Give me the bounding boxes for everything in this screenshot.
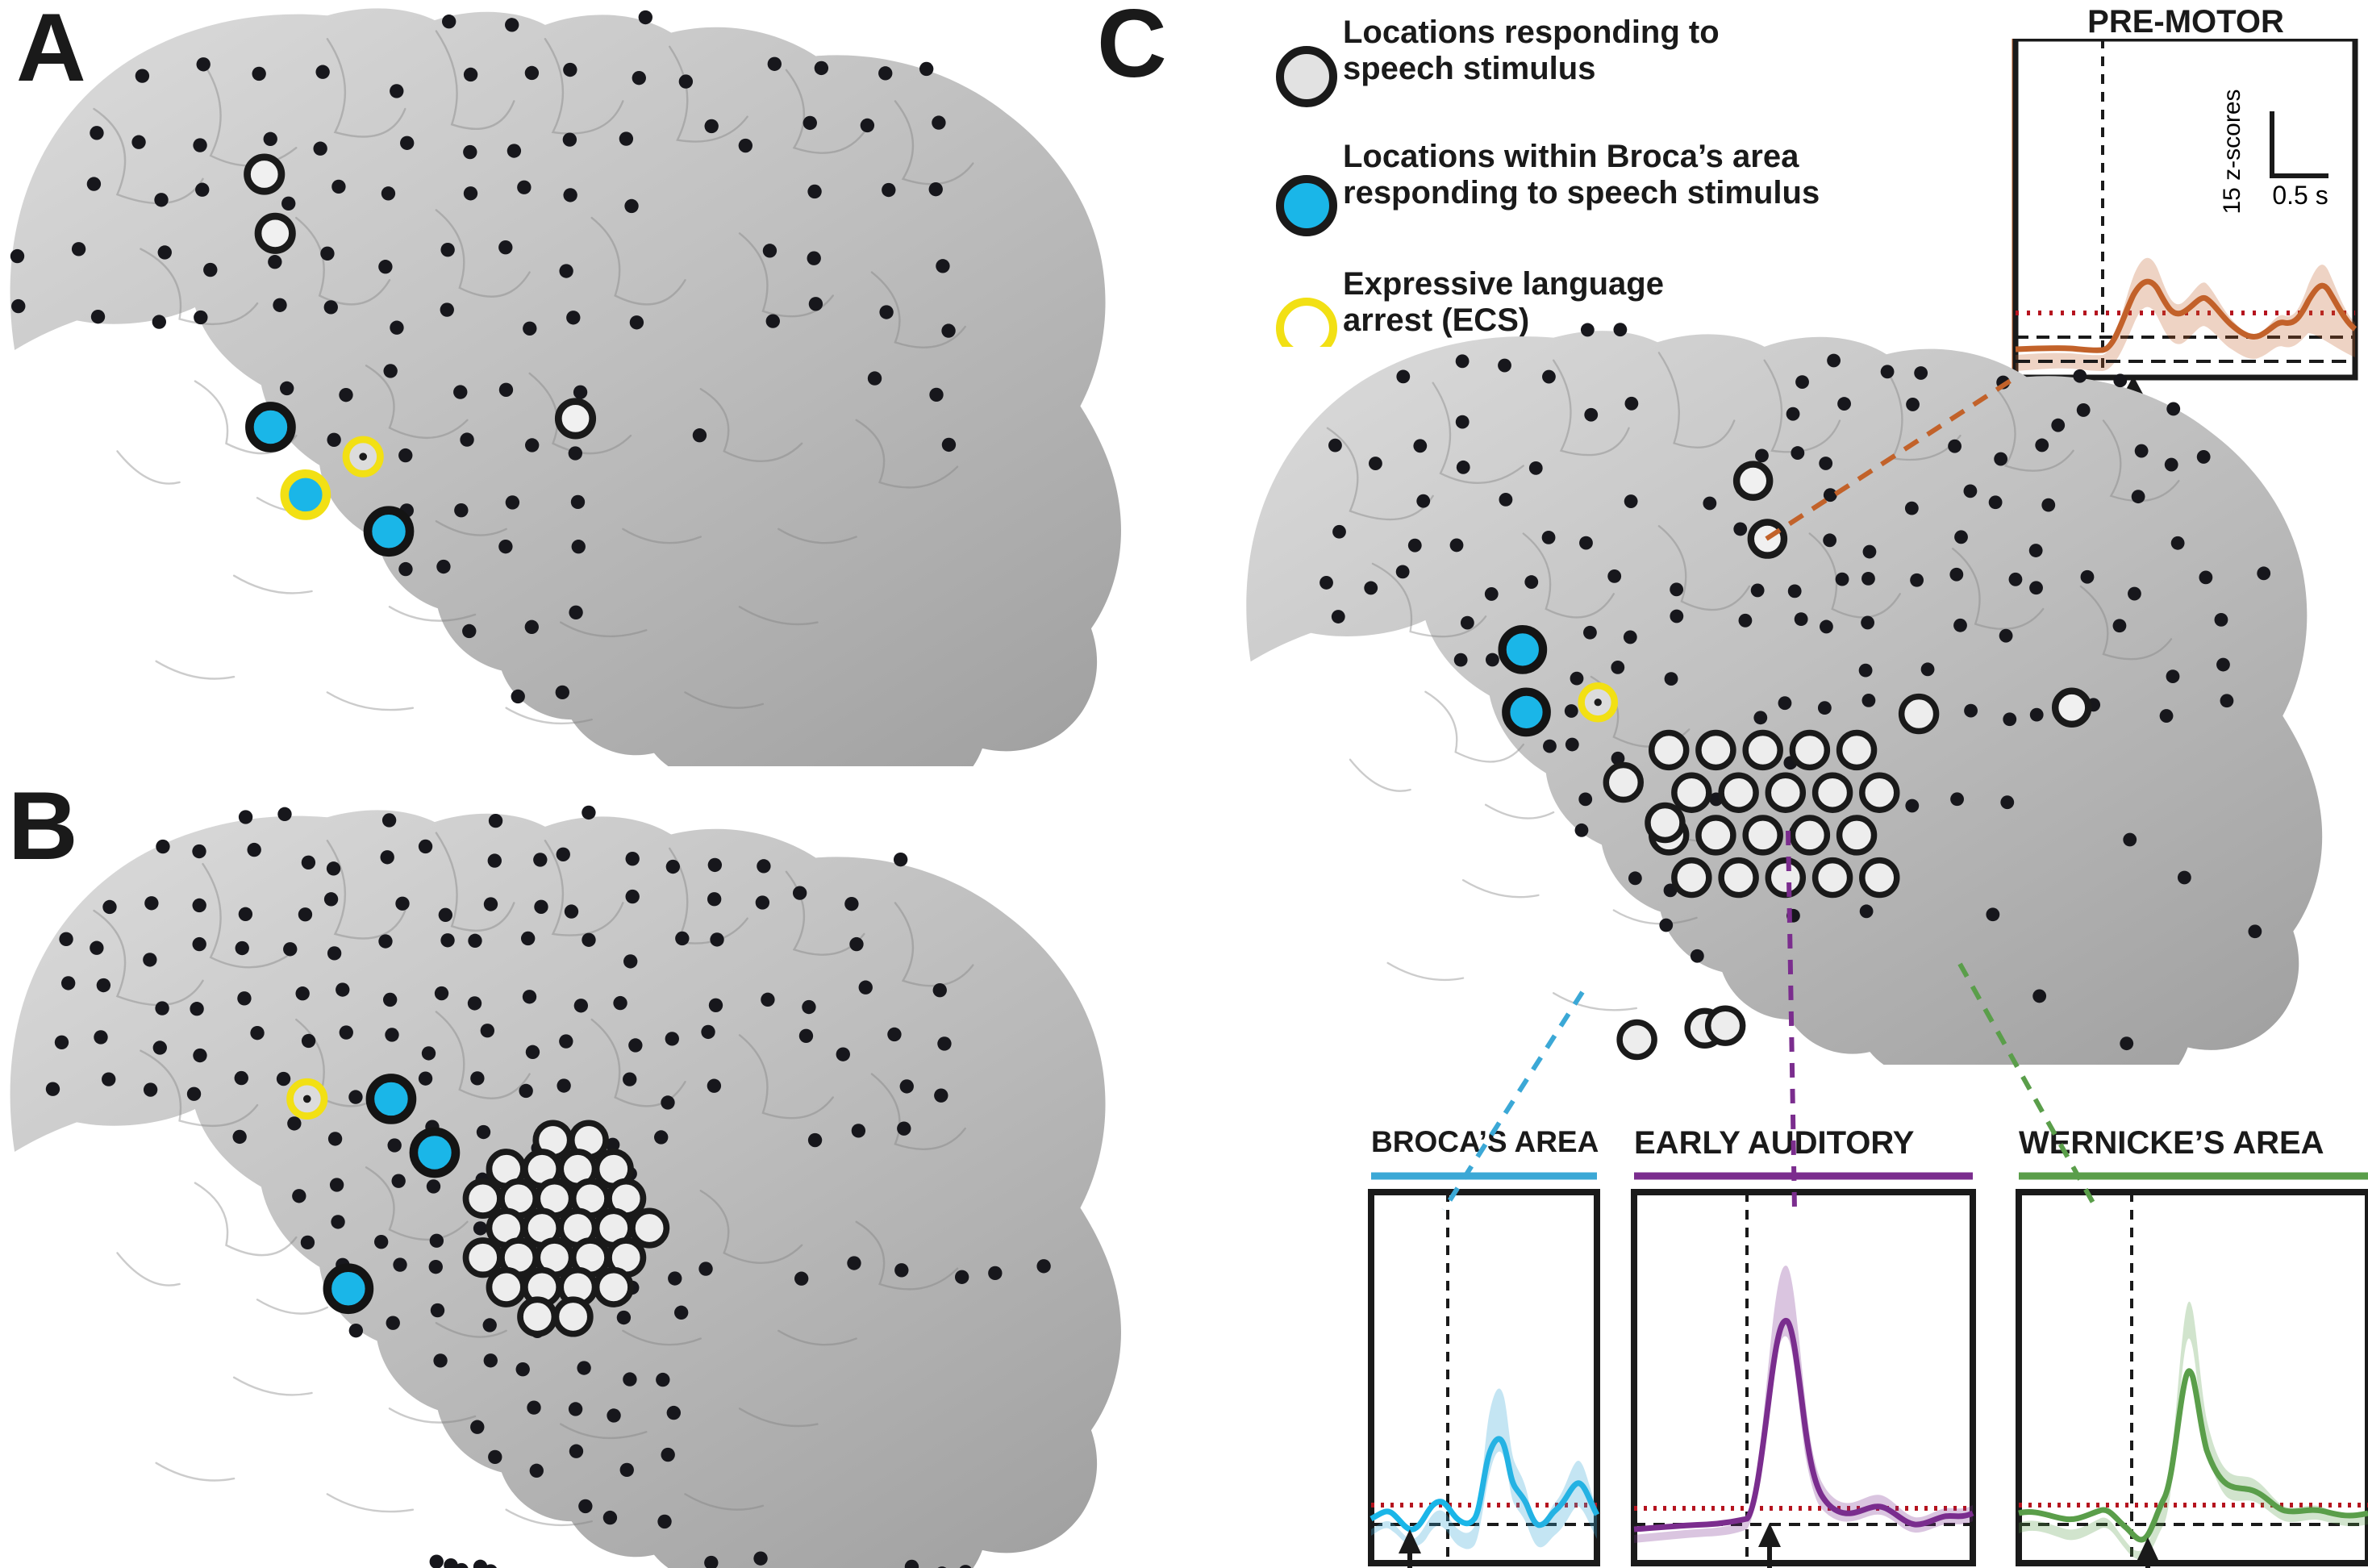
svg-text:0.5 s: 0.5 s [2272, 181, 2328, 210]
svg-text:15 z-scores: 15 z-scores [2219, 89, 2245, 214]
